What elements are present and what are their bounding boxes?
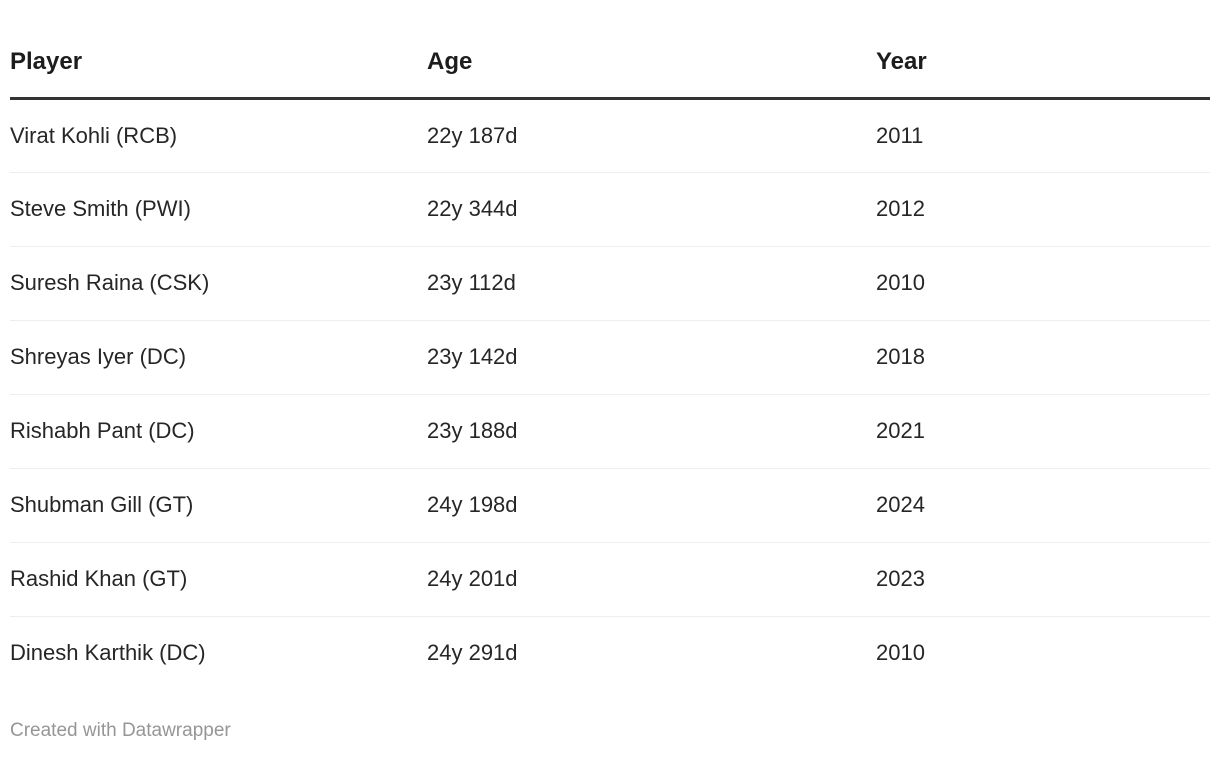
cell-year: 2018 (876, 320, 1210, 395)
column-header-player: Player (10, 28, 427, 100)
cell-age: 23y 112d (427, 246, 876, 321)
cell-player: Dinesh Karthik (DC) (10, 640, 206, 666)
datawrapper-attribution-link[interactable]: Created with Datawrapper (10, 720, 231, 741)
cell-year: 2021 (876, 394, 1210, 469)
cell-age: 24y 291d (427, 640, 518, 666)
cell-year: 2024 (876, 468, 1210, 543)
cell-player: Virat Kohli (RCB) (10, 98, 427, 173)
players-age-table: Player Age Year Virat Kohli (RCB) 22y 187… (10, 28, 1210, 690)
column-header-year: Year (876, 28, 1210, 100)
table-row: Shreyas Iyer (DC) 23y 142d 2018 (10, 320, 1210, 395)
cell-year: 2023 (876, 542, 1210, 617)
cell-age: 24y 201d (427, 542, 876, 617)
table-header: Player Age Year (10, 28, 1210, 100)
column-header-age: Age (427, 28, 876, 100)
cell-year: 2010 (876, 640, 925, 666)
cell-year: 2011 (876, 98, 1210, 173)
cell-age: 23y 142d (427, 320, 876, 395)
cell-age: 22y 344d (427, 172, 876, 247)
cell-player: Rashid Khan (GT) (10, 542, 427, 617)
table-row: Steve Smith (PWI) 22y 344d 2012 (10, 172, 1210, 247)
table-body: Virat Kohli (RCB) 22y 187d 2011 Steve Smith… (10, 98, 1210, 690)
table-row: Dinesh Karthik (DC) 24y 291d 2010 (10, 616, 1210, 690)
cell-player: Rishabh Pant (DC) (10, 394, 427, 469)
cell-player: Shreyas Iyer (DC) (10, 320, 427, 395)
cell-year: 2012 (876, 172, 1210, 247)
cell-age: 23y 188d (427, 394, 876, 469)
table-row: Virat Kohli (RCB) 22y 187d 2011 (10, 98, 1210, 173)
cell-year: 2010 (876, 246, 1210, 321)
footer: Created with Datawrapper (10, 720, 1210, 742)
table-header-row: Player Age Year (10, 28, 1210, 100)
table-row: Shubman Gill (GT) 24y 198d 2024 (10, 468, 1210, 543)
cell-player: Suresh Raina (CSK) (10, 246, 427, 321)
cell-player: Steve Smith (PWI) (10, 172, 427, 247)
cell-age: 24y 198d (427, 468, 876, 543)
cell-age: 22y 187d (427, 98, 876, 173)
table-row: Rishabh Pant (DC) 23y 188d 2021 (10, 394, 1210, 469)
table-row: Rashid Khan (GT) 24y 201d 2023 (10, 542, 1210, 617)
table-row: Suresh Raina (CSK) 23y 112d 2010 (10, 246, 1210, 321)
cell-player: Shubman Gill (GT) (10, 468, 427, 543)
